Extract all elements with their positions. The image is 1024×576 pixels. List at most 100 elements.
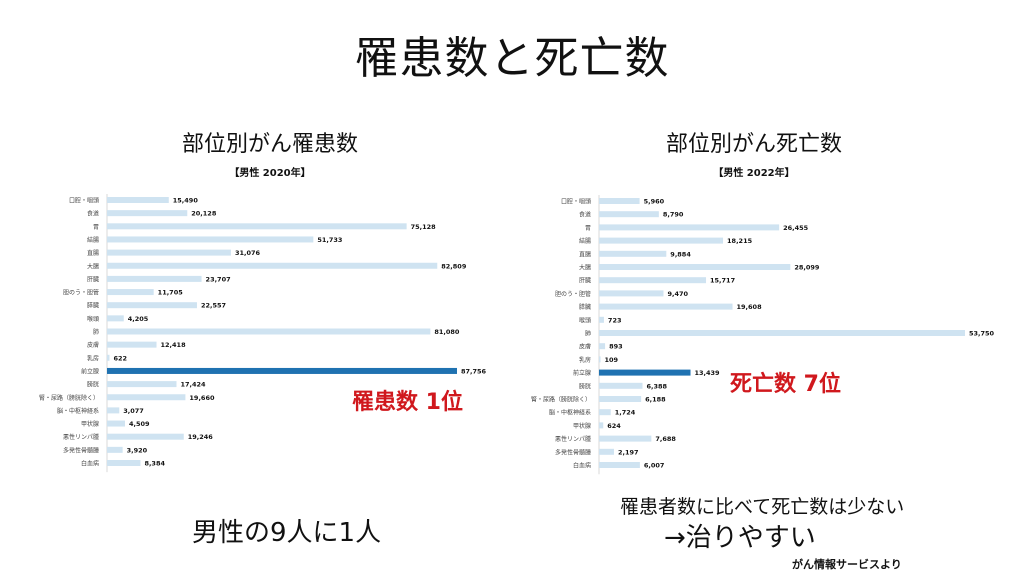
- bar: [107, 289, 154, 296]
- annotation-incidence-rank: 罹患数 1位: [352, 390, 463, 415]
- bar: [599, 264, 791, 270]
- annotation-mortality-rank: 死亡数 7位: [730, 372, 841, 397]
- value-label: 893: [609, 343, 623, 351]
- category-label: 甲状腺: [573, 422, 591, 430]
- bar-highlight: [107, 367, 457, 374]
- value-label: 4,205: [128, 315, 149, 323]
- value-label: 8,384: [144, 460, 165, 468]
- value-label: 19,246: [188, 433, 214, 441]
- category-label: 白血病: [573, 462, 591, 470]
- category-label: 膵臓: [579, 303, 591, 311]
- value-label: 723: [608, 316, 622, 324]
- category-label: 膵臓: [87, 302, 99, 310]
- category-label: 胃: [585, 225, 591, 232]
- chart-subtitle-mortality: 【男性 2022年】: [713, 168, 795, 179]
- bar: [599, 396, 642, 402]
- value-label: 5,960: [644, 198, 665, 206]
- bar: [599, 303, 733, 310]
- bar: [107, 407, 120, 414]
- value-label: 75,128: [411, 223, 437, 231]
- chart-mortality: 口腔・咽頭 5,960 食道 8,790 胃 26,455 結腸 18,215 直腸 9,884 大…: [531, 195, 995, 475]
- value-label: 6,007: [644, 462, 665, 470]
- page-title: 罹患数と死亡数: [354, 33, 670, 84]
- bar: [599, 277, 707, 284]
- value-label: 12,418: [161, 341, 187, 349]
- bar: [599, 422, 604, 429]
- value-label: 11,705: [158, 289, 184, 297]
- category-label: 肝臓: [579, 277, 591, 285]
- value-label: 1,724: [615, 409, 636, 417]
- bar: [599, 356, 601, 363]
- bar: [599, 290, 664, 297]
- bar: [107, 433, 184, 440]
- value-label: 51,733: [317, 236, 342, 244]
- value-label: 13,439: [695, 369, 721, 377]
- bar: [599, 409, 611, 416]
- bar: [107, 460, 141, 466]
- bar: [599, 448, 614, 455]
- bar: [107, 394, 186, 401]
- category-label: 大腸: [87, 262, 99, 270]
- bar: [107, 446, 123, 453]
- value-label: 9,470: [667, 290, 688, 298]
- chart-incidence: 口腔・咽頭 15,490 食道 20,128 胃 75,128 結腸 51,733 直腸 31,0…: [39, 194, 487, 473]
- category-label: 口腔・咽頭: [561, 198, 591, 206]
- bar: [599, 435, 652, 442]
- category-label: 結腸: [87, 236, 99, 244]
- bar: [107, 223, 407, 230]
- category-label: 胃: [93, 224, 99, 231]
- bar: [107, 275, 202, 282]
- value-label: 624: [607, 422, 621, 430]
- bar: [599, 224, 780, 231]
- bar: [107, 315, 124, 322]
- category-label: 脳・中枢神経系: [57, 407, 99, 415]
- footer-comparison-text: 罹患者数に比べて死亡数は少ない: [620, 496, 905, 518]
- category-label: 口腔・咽頭: [69, 197, 99, 205]
- category-label: 食道: [579, 211, 591, 219]
- value-label: 15,717: [710, 277, 735, 285]
- value-label: 18,215: [727, 237, 753, 245]
- category-label: 腎・尿路（膀胱除く）: [531, 396, 591, 404]
- bar: [599, 316, 604, 323]
- value-label: 20,128: [191, 210, 217, 218]
- category-label: 皮膚: [579, 343, 591, 351]
- bar: [599, 330, 965, 336]
- value-label: 15,490: [173, 197, 199, 205]
- category-label: 前立腺: [573, 369, 591, 377]
- bar: [107, 328, 431, 335]
- value-label: 28,099: [794, 264, 820, 272]
- chart-subtitle-incidence: 【男性 2020年】: [229, 168, 311, 179]
- bar: [107, 236, 314, 243]
- value-label: 9,884: [670, 250, 691, 258]
- category-label: 脳・中枢神経系: [549, 409, 591, 417]
- bar: [107, 420, 125, 427]
- category-label: 結腸: [579, 237, 591, 245]
- category-label: 前立腺: [81, 367, 99, 375]
- category-label: 胆のう・胆管: [555, 290, 591, 298]
- chart-title-mortality: 部位別がん死亡数: [665, 132, 842, 157]
- bar: [107, 210, 188, 217]
- value-label: 6,188: [645, 396, 666, 404]
- value-label: 3,077: [123, 407, 144, 415]
- value-label: 82,809: [441, 262, 467, 270]
- category-label: 白血病: [81, 460, 99, 468]
- category-label: 肺: [93, 329, 99, 336]
- value-label: 19,608: [737, 303, 763, 311]
- value-label: 17,424: [180, 381, 206, 389]
- bar: [599, 237, 724, 244]
- bar: [599, 198, 640, 204]
- value-label: 109: [605, 356, 619, 364]
- category-label: 膀胱: [87, 381, 99, 389]
- category-label: 多発性骨髄腫: [63, 446, 99, 454]
- category-label: 肺: [585, 331, 591, 338]
- value-label: 4,509: [129, 420, 150, 428]
- value-label: 22,557: [201, 302, 226, 310]
- bar: [107, 302, 197, 309]
- category-label: 甲状腺: [81, 420, 99, 428]
- footer-conclusion-text: →治りやすい: [664, 523, 816, 553]
- chart-title-incidence: 部位別がん罹患数: [181, 132, 358, 157]
- bar: [599, 382, 643, 389]
- value-label: 26,455: [783, 224, 809, 232]
- value-label: 19,660: [189, 394, 215, 402]
- category-label: 直腸: [87, 249, 99, 257]
